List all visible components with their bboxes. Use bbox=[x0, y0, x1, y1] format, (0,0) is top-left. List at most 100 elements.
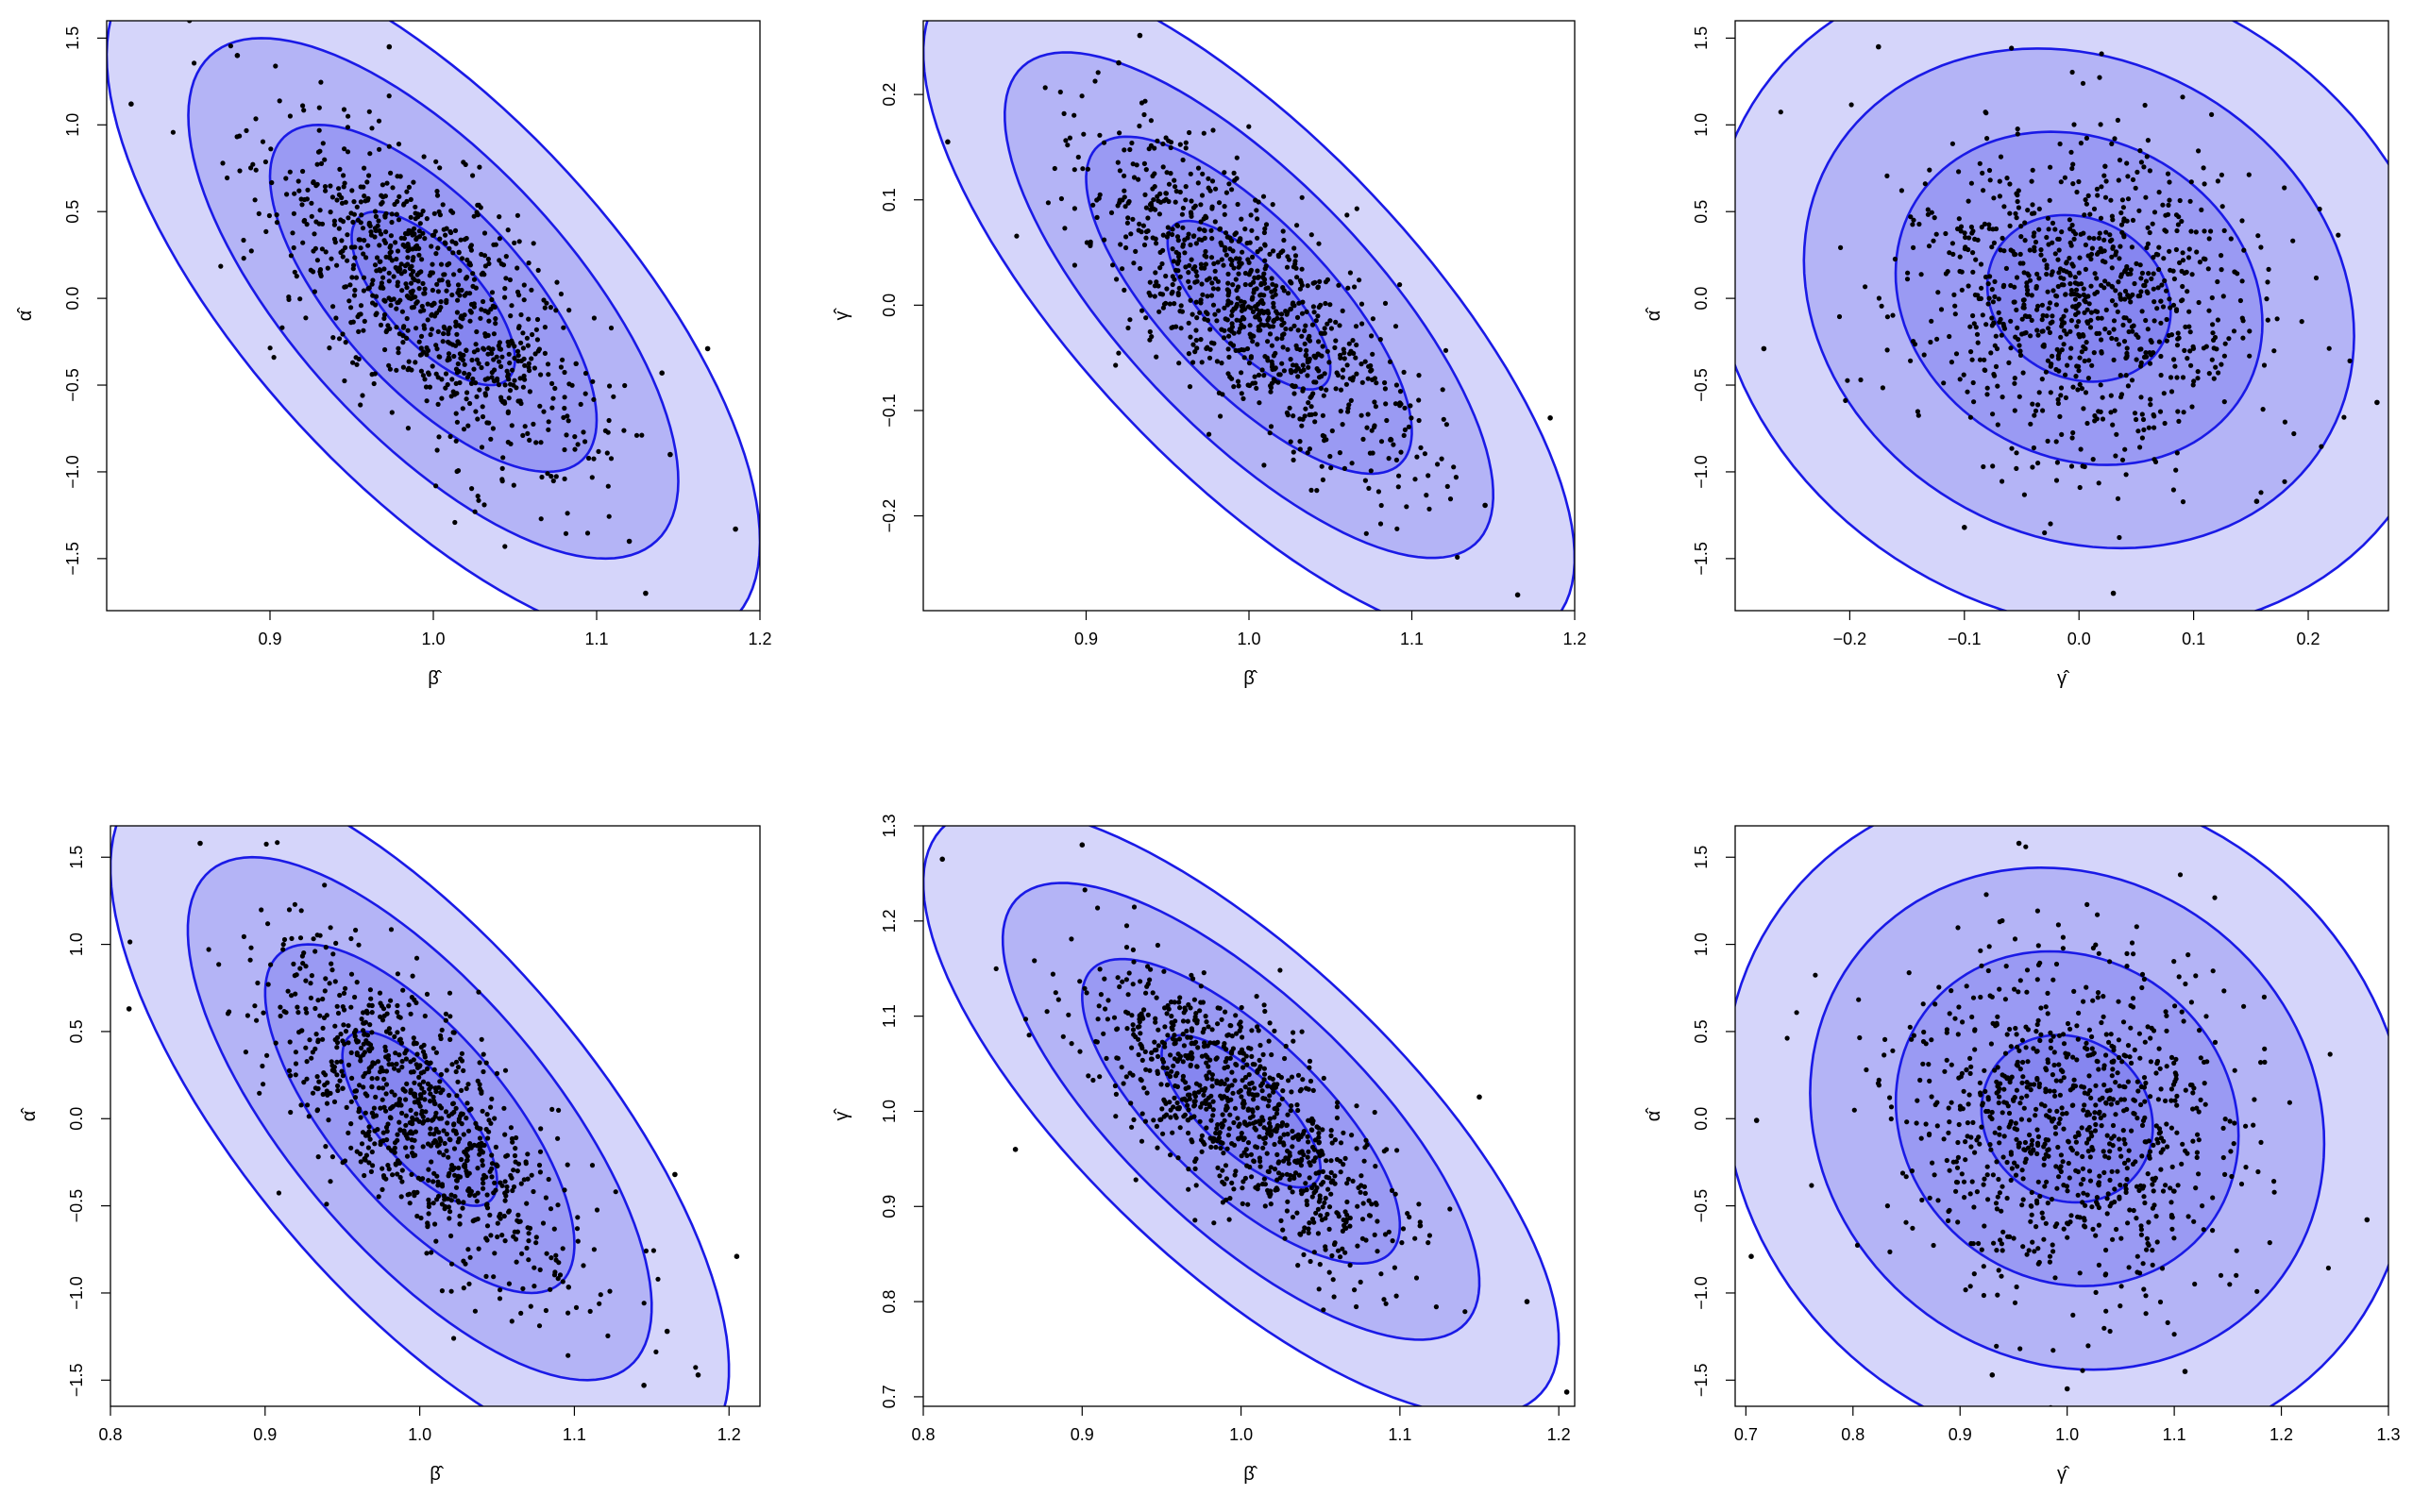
data-point bbox=[1904, 277, 1911, 282]
data-point bbox=[1947, 333, 1952, 340]
data-point bbox=[2056, 1174, 2062, 1180]
data-point bbox=[480, 404, 485, 410]
data-point bbox=[354, 1149, 360, 1154]
data-point bbox=[481, 253, 488, 259]
data-point bbox=[346, 113, 351, 119]
data-point bbox=[533, 1240, 539, 1246]
data-point bbox=[1250, 309, 1257, 314]
data-point bbox=[604, 450, 610, 456]
data-point bbox=[1306, 1230, 1311, 1235]
data-point bbox=[481, 230, 488, 236]
data-point bbox=[537, 403, 543, 409]
data-point bbox=[399, 1058, 405, 1065]
data-point bbox=[1198, 261, 1204, 267]
data-point bbox=[1960, 1019, 1966, 1025]
data-point bbox=[2061, 268, 2067, 274]
data-point bbox=[376, 1085, 381, 1091]
data-point bbox=[2015, 1044, 2020, 1050]
data-point bbox=[1250, 333, 1256, 339]
data-point bbox=[2075, 387, 2081, 393]
data-point bbox=[441, 1128, 447, 1134]
data-point bbox=[2175, 336, 2181, 342]
data-point bbox=[388, 297, 394, 303]
data-point bbox=[399, 1168, 405, 1173]
data-point bbox=[1340, 1228, 1345, 1234]
data-point bbox=[453, 1105, 459, 1111]
data-point bbox=[2063, 308, 2068, 313]
data-point bbox=[1993, 363, 2000, 369]
data-point bbox=[1160, 232, 1166, 238]
data-point bbox=[667, 451, 673, 458]
data-point bbox=[2058, 385, 2065, 391]
data-point bbox=[1057, 89, 1063, 95]
data-point bbox=[365, 1145, 371, 1151]
x-tick-label: 0.9 bbox=[1074, 630, 1098, 648]
data-point bbox=[513, 1146, 518, 1151]
data-point bbox=[416, 1100, 422, 1106]
x-tick-label: 1.2 bbox=[1562, 630, 1586, 648]
data-point bbox=[1212, 311, 1218, 317]
data-point bbox=[2078, 231, 2084, 237]
data-point bbox=[1180, 205, 1186, 211]
data-point bbox=[428, 1099, 433, 1104]
data-point bbox=[459, 287, 464, 294]
data-point bbox=[2025, 208, 2031, 213]
data-point bbox=[433, 1139, 439, 1145]
data-point bbox=[491, 331, 498, 337]
data-point bbox=[1128, 231, 1134, 237]
data-point bbox=[1129, 1013, 1135, 1018]
data-point bbox=[410, 258, 415, 263]
data-point bbox=[1962, 230, 1967, 236]
data-point bbox=[398, 1194, 404, 1200]
data-point bbox=[2085, 1136, 2092, 1142]
data-point bbox=[1405, 1211, 1410, 1217]
data-point bbox=[1103, 1006, 1108, 1012]
data-point bbox=[448, 1192, 454, 1198]
data-point bbox=[1198, 337, 1204, 343]
data-point bbox=[1160, 305, 1166, 311]
data-point bbox=[439, 1027, 445, 1033]
data-point bbox=[1927, 167, 1932, 173]
data-point bbox=[376, 118, 382, 124]
data-point bbox=[1210, 1099, 1216, 1104]
data-point bbox=[403, 1113, 409, 1118]
data-point bbox=[1155, 138, 1160, 143]
data-point bbox=[315, 998, 321, 1003]
data-point bbox=[1328, 1133, 1334, 1138]
data-point bbox=[1062, 226, 1068, 231]
data-point bbox=[308, 981, 313, 986]
data-point bbox=[1173, 1115, 1179, 1120]
data-point bbox=[1142, 98, 1148, 104]
data-point bbox=[439, 1116, 445, 1121]
data-point bbox=[1156, 1043, 1161, 1049]
data-point bbox=[1249, 227, 1255, 233]
data-point bbox=[1272, 366, 1277, 372]
data-point bbox=[397, 1174, 403, 1181]
data-point bbox=[1123, 244, 1129, 251]
data-point bbox=[1095, 905, 1101, 911]
data-point bbox=[2099, 349, 2104, 355]
data-point bbox=[361, 288, 366, 294]
data-point bbox=[442, 326, 447, 331]
scatter-panel-4: 0.8 0.9 1.0 1.1 1.2−1.5−1.0−0.50.00.51.01.5β… bbox=[19, 825, 761, 1485]
data-point bbox=[1284, 1122, 1290, 1128]
data-point bbox=[2146, 425, 2151, 430]
data-point bbox=[1311, 310, 1317, 315]
data-point bbox=[1280, 1227, 1286, 1233]
data-point bbox=[1986, 222, 1992, 227]
data-point bbox=[2139, 309, 2145, 314]
data-point bbox=[1312, 1137, 1319, 1143]
data-point bbox=[2047, 197, 2052, 203]
data-point bbox=[515, 212, 521, 218]
data-point bbox=[2156, 266, 2162, 273]
data-point bbox=[613, 1189, 618, 1195]
data-point bbox=[1198, 219, 1204, 225]
data-point bbox=[418, 1215, 424, 1221]
data-point bbox=[403, 1056, 409, 1062]
data-point bbox=[1084, 990, 1089, 996]
data-point bbox=[340, 1073, 346, 1079]
data-point bbox=[252, 197, 258, 203]
data-point bbox=[2091, 206, 2098, 211]
data-point bbox=[1353, 355, 1358, 361]
data-point bbox=[1392, 1265, 1397, 1270]
